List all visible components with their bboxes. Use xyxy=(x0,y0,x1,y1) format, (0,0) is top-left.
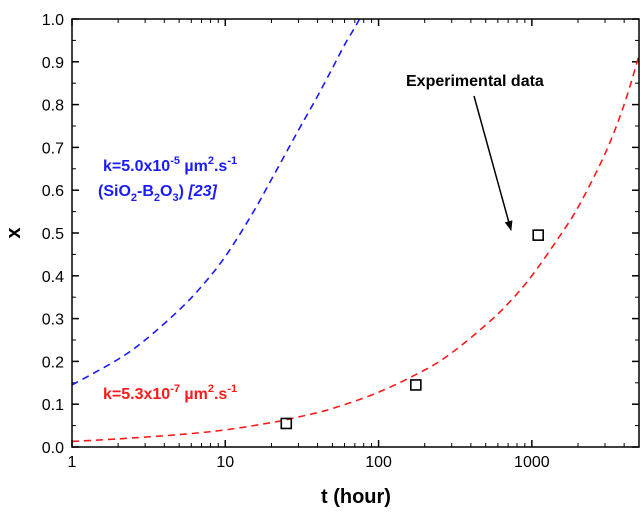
y-tick-label: 0.4 xyxy=(42,269,64,286)
x-tick-label: 100 xyxy=(365,454,392,471)
y-tick-label: 0.8 xyxy=(42,98,64,115)
blue-annotation-line1: k=5.0x10-5 µm2.s-1 xyxy=(103,155,237,175)
x-tick-labels: 1 10 100 1000 xyxy=(68,454,550,471)
y-tick-label: 0.7 xyxy=(42,140,64,157)
y-tick-label: 0.0 xyxy=(42,440,64,457)
x-axis-label: t (hour) xyxy=(321,486,391,508)
series-layer xyxy=(72,19,639,443)
annotation-arrow xyxy=(473,95,513,231)
data-point xyxy=(532,229,545,241)
plot-frame xyxy=(71,18,640,448)
x-tick-label: 10 xyxy=(216,454,234,471)
x-tick-label: 1000 xyxy=(514,454,550,471)
series-line-0 xyxy=(72,19,361,386)
y-tick-label: 0.1 xyxy=(42,397,64,414)
x-tick-label: 1 xyxy=(68,454,77,471)
y-tick-labels: 0.0 0.1 0.2 0.3 0.4 0.5 0.6 0.7 0.8 0.9 1.0 xyxy=(42,12,64,457)
y-tick-label: 0.9 xyxy=(42,55,64,72)
data-point xyxy=(280,417,293,430)
y-tick-label: 0.5 xyxy=(42,226,64,243)
y-tick-label: 0.2 xyxy=(42,354,64,371)
series-line-1 xyxy=(72,55,639,443)
blue-annotation-line2: (SiO2-B2O3) [23] xyxy=(98,183,218,204)
axis-ticks xyxy=(71,18,640,448)
experimental-data-annotation: Experimental data xyxy=(406,73,544,90)
red-annotation: k=5.3x10-7 µm2.s-1 xyxy=(103,383,237,403)
y-tick-label: 0.3 xyxy=(42,312,64,329)
y-tick-label: 0.6 xyxy=(42,183,64,200)
y-tick-label: 1.0 xyxy=(42,12,64,29)
markers-layer xyxy=(280,229,545,430)
y-axis-label: x xyxy=(3,227,25,238)
data-point xyxy=(410,379,422,391)
